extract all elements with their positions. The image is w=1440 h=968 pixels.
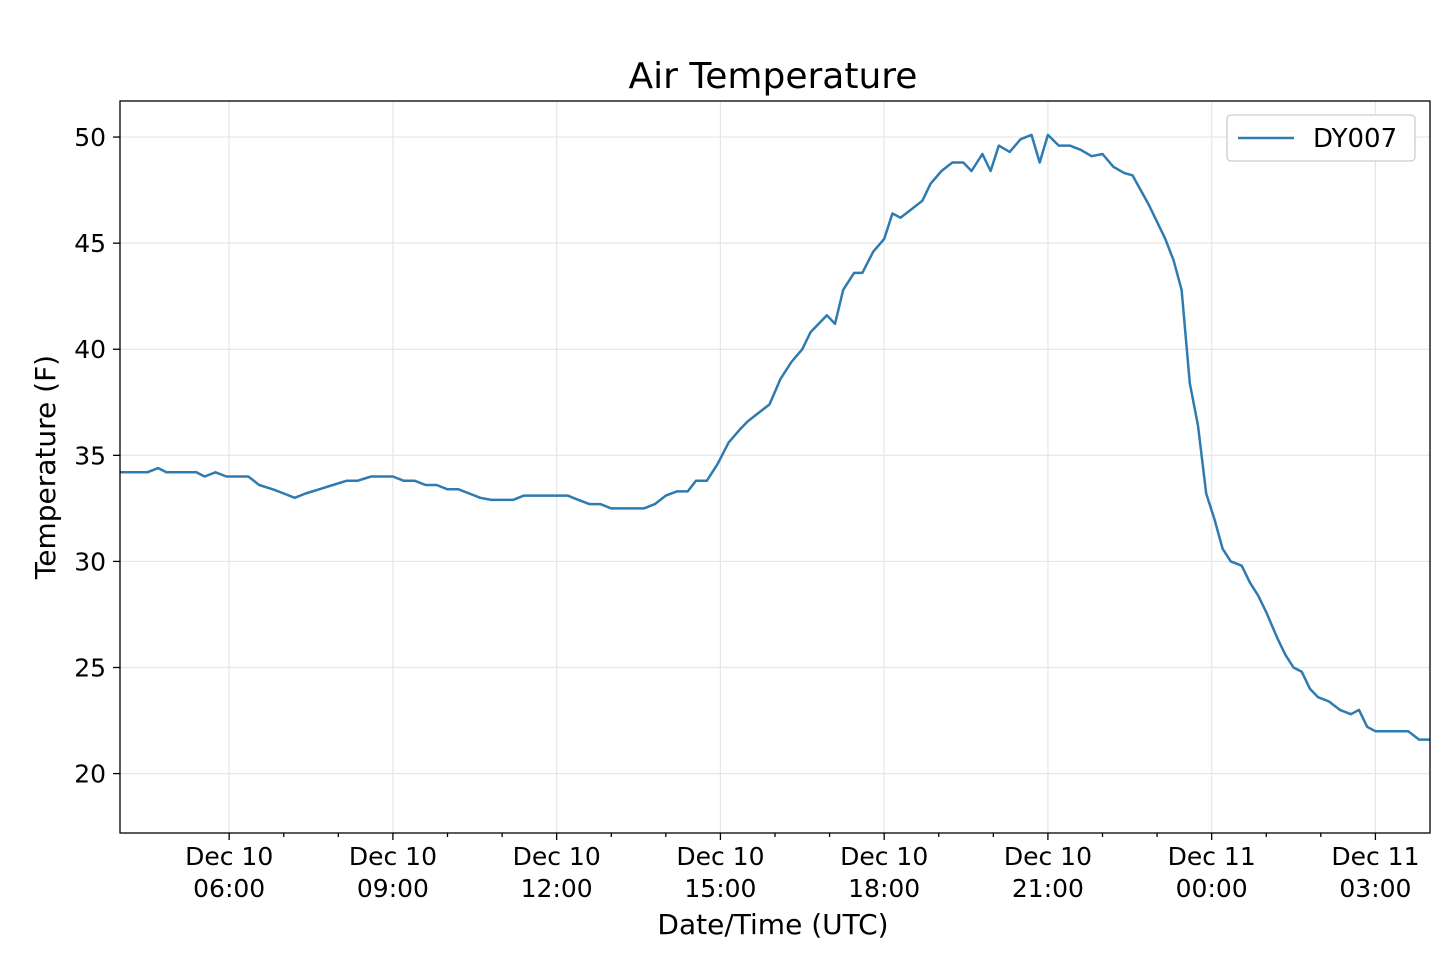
x-tick-label: Dec 11 00:00 bbox=[1168, 842, 1256, 903]
x-tick-label: Dec 10 09:00 bbox=[349, 842, 437, 903]
grid-lines bbox=[120, 101, 1430, 833]
x-tick-label: Dec 10 06:00 bbox=[185, 842, 273, 903]
legend-label: DY007 bbox=[1313, 124, 1397, 154]
y-tick-label: 40 bbox=[74, 335, 106, 364]
y-tick-label: 20 bbox=[74, 760, 106, 789]
legend: DY007 bbox=[1226, 114, 1416, 162]
y-tick-label: 30 bbox=[74, 547, 106, 576]
x-tick-label: Dec 10 12:00 bbox=[513, 842, 601, 903]
plot-frame bbox=[119, 100, 1431, 834]
chart-title: Air Temperature bbox=[629, 56, 918, 97]
x-tick-label: Dec 10 15:00 bbox=[676, 842, 764, 903]
x-tick-label: Dec 10 18:00 bbox=[840, 842, 928, 903]
y-axis-label: Temperature (F) bbox=[29, 355, 62, 580]
x-axis-label: Date/Time (UTC) bbox=[657, 908, 888, 941]
axis-ticks: 20 25 30 35 40 45 50 Dec 10 06:00 Dec 10 09:00 Dec … bbox=[74, 123, 1419, 903]
x-tick-label: Dec 10 21:00 bbox=[1004, 842, 1092, 903]
y-tick-label: 45 bbox=[74, 229, 106, 258]
y-tick-label: 25 bbox=[74, 654, 106, 683]
series-line-dy007 bbox=[120, 133, 1430, 741]
series-layer bbox=[120, 133, 1430, 741]
x-tick-label: Dec 11 03:00 bbox=[1331, 842, 1419, 903]
legend-box bbox=[1226, 114, 1416, 162]
y-tick-label: 50 bbox=[74, 123, 106, 152]
y-tick-label: 35 bbox=[74, 441, 106, 470]
